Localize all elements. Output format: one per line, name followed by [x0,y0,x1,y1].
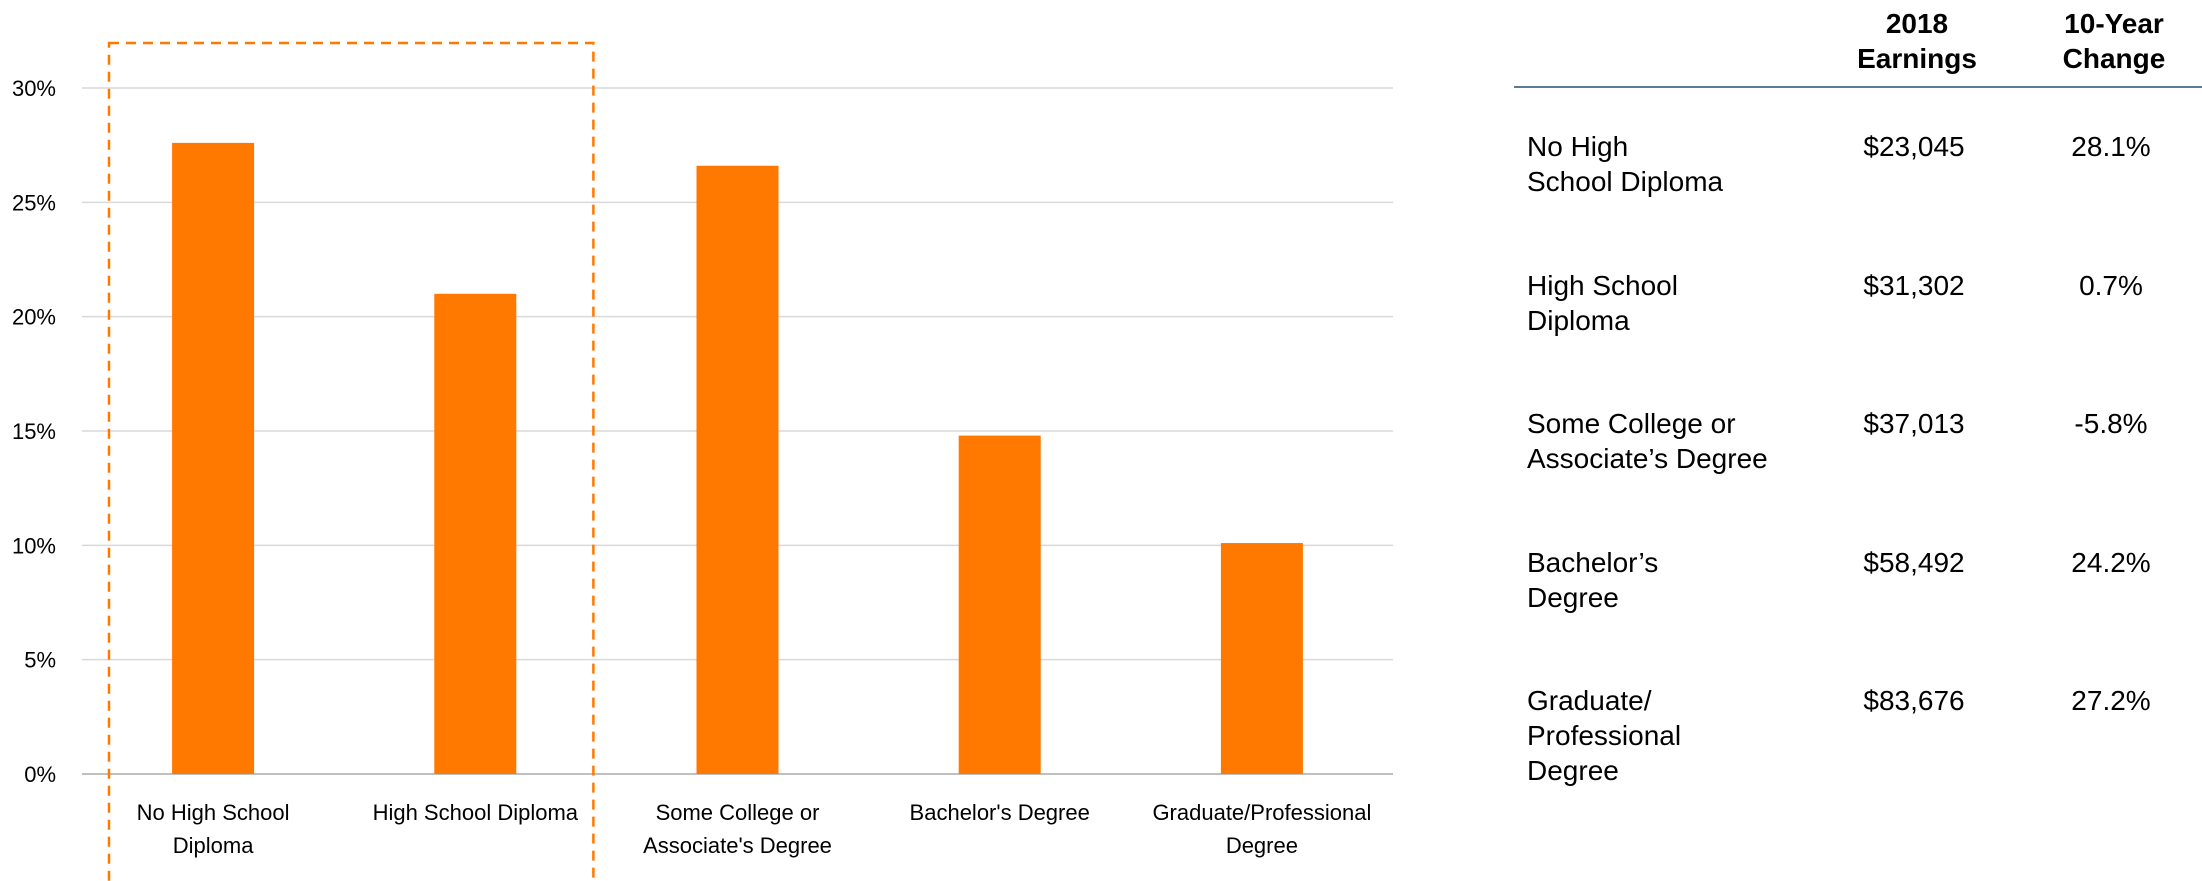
x-tick-label: Some College or Associate's Degree [643,800,832,858]
y-tick-label: 15% [12,419,56,444]
row-change: -5.8% [2074,408,2148,439]
header-earnings-line2: Earnings [1857,43,1977,74]
row-change: 27.2% [2071,685,2151,716]
x-tick-label-line: Diploma [173,833,254,858]
row-label: High School Diploma [1527,268,1827,338]
row-label-line: Associate’s Degree [1527,443,1768,474]
x-tick-label: High School Diploma [373,800,579,825]
x-tick-label-line: Degree [1226,833,1298,858]
row-label: Graduate/ Professional Degree [1527,683,1827,788]
header-change-line1: 10-Year [2064,8,2164,39]
row-earnings: $31,302 [1863,270,1965,301]
row-earnings: $58,492 [1863,547,1965,578]
x-tick-label-line: No High School [137,800,290,825]
row-label: Bachelor’s Degree [1527,545,1827,615]
y-tick-label: 20% [12,305,56,330]
x-tick-label-line: Associate's Degree [643,833,832,858]
x-tick-label: No High School Diploma [137,800,290,858]
header-earnings: 2018 Earnings [1837,6,1997,76]
row-label-line: Some College or [1527,408,1736,439]
row-change: 0.7% [2079,270,2143,301]
row-label-line: Degree [1527,755,1619,786]
bar [434,293,517,774]
y-tick-label: 30% [12,76,56,101]
row-change: 28.1% [2071,131,2151,162]
row-earnings: $83,676 [1863,685,1965,716]
row-label-line: Bachelor’s [1527,547,1659,578]
y-tick-label: 25% [12,190,56,215]
x-tick-label-line: High School Diploma [373,800,579,825]
bar [696,165,779,774]
y-tick-label: 0% [24,762,56,787]
row-label-line: No High [1527,131,1629,162]
header-rule [1514,86,2202,88]
x-tick-label: Graduate/Professional Degree [1152,800,1371,858]
earnings-table: 2018 Earnings 10-Year Change No High Sch… [1514,0,2202,881]
x-tick-label: Bachelor's Degree [910,800,1090,825]
row-label-line: School Diploma [1527,166,1724,197]
bar [172,142,255,774]
y-tick-label: 5% [24,648,56,673]
row-change: 24.2% [2071,547,2151,578]
row-label-line: Degree [1527,582,1619,613]
y-axis-ticks: 0% 5% 10% 15% 20% 25% 30% [12,76,56,787]
row-label-line: High School [1527,270,1678,301]
row-earnings: $23,045 [1863,131,1965,162]
x-tick-label-line: Bachelor's Degree [910,800,1090,825]
x-tick-label-line: Some College or [656,800,820,825]
header-change: 10-Year Change [2034,6,2194,76]
header-change-line2: Change [2062,43,2166,74]
bars [172,142,1303,774]
row-label-line: Diploma [1527,305,1630,336]
x-tick-label-line: Graduate/Professional [1152,800,1371,825]
row-label: No High School Diploma [1527,129,1827,199]
row-label-line: Professional [1527,720,1682,751]
row-label: Some College or Associate’s Degree [1527,406,1827,476]
bar-chart: 0% 5% 10% 15% 20% 25% 30% No High School Diplom… [12,41,1393,881]
bar [958,435,1041,774]
highlight-box [107,41,595,881]
header-earnings-line1: 2018 [1885,8,1949,39]
x-axis-labels: No High School Diploma High School Diploma… [137,800,1372,858]
row-earnings: $37,013 [1863,408,1965,439]
row-label-line: Graduate/ [1527,685,1652,716]
bar [1220,543,1303,774]
y-tick-label: 10% [12,533,56,558]
